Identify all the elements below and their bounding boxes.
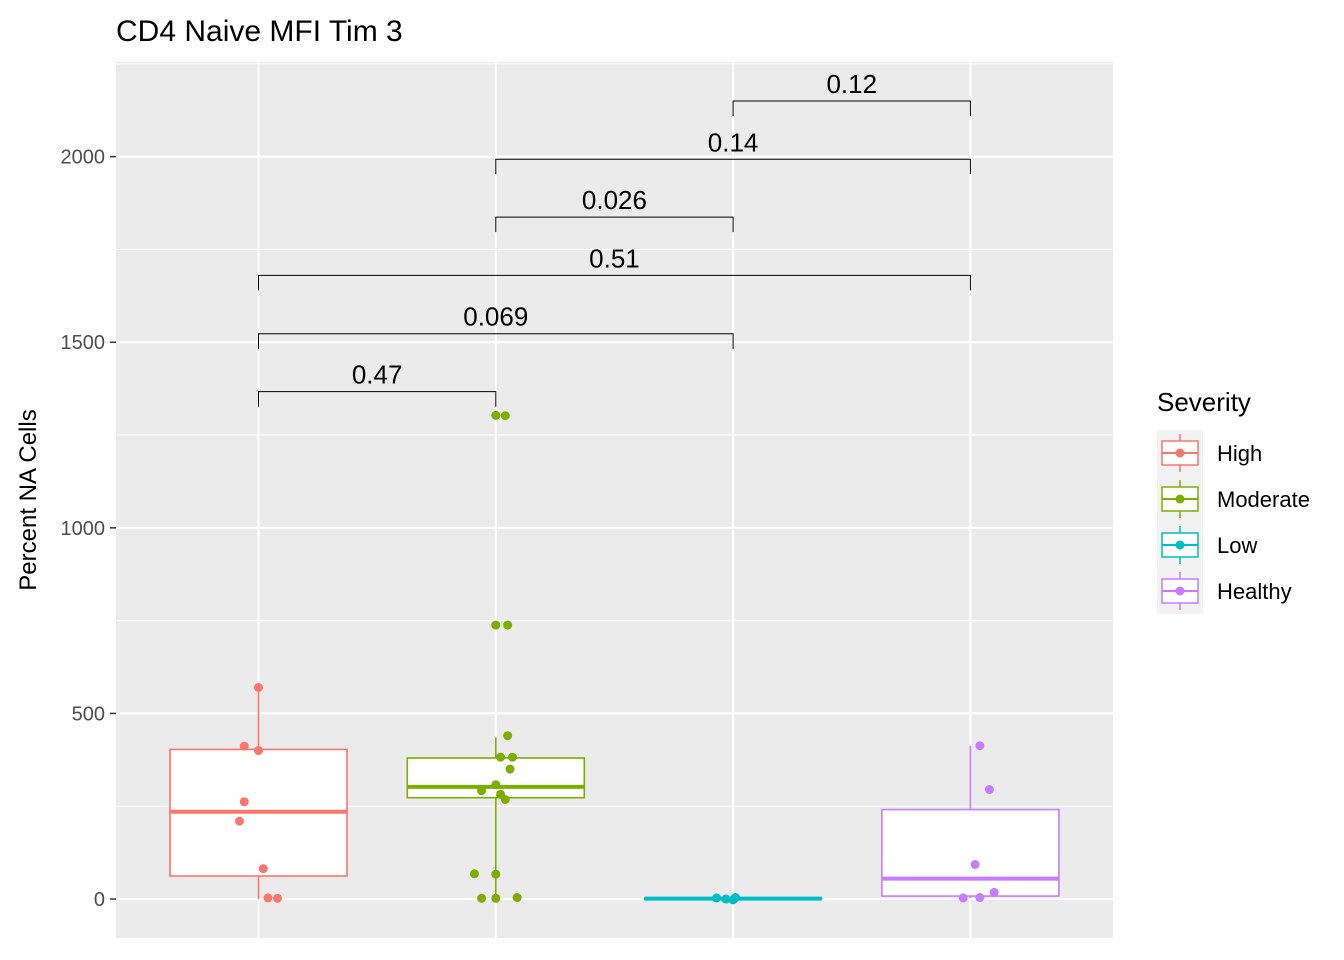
data-point-healthy bbox=[984, 785, 994, 795]
data-point-moderate bbox=[491, 893, 501, 903]
data-points bbox=[235, 410, 999, 905]
legend-key-point bbox=[1175, 540, 1185, 550]
y-tick-label: 1500 bbox=[61, 332, 106, 354]
bracket-line bbox=[495, 216, 734, 233]
data-point-low bbox=[711, 893, 721, 903]
comparison-bracket: 0.51 bbox=[258, 243, 971, 291]
legend-label: Moderate bbox=[1217, 487, 1310, 512]
bracket-line bbox=[258, 333, 734, 349]
chart-title: CD4 Naive MFI Tim 3 bbox=[116, 15, 403, 48]
data-point-moderate bbox=[500, 795, 510, 805]
data-point-healthy bbox=[989, 887, 999, 897]
box bbox=[881, 808, 1060, 897]
y-tick-label: 2000 bbox=[61, 147, 106, 169]
legend-label: Healthy bbox=[1217, 579, 1292, 604]
legend-item-healthy: Healthy bbox=[1157, 568, 1292, 614]
legend-title: Severity bbox=[1157, 387, 1251, 417]
bracket-line bbox=[732, 100, 971, 116]
data-point-moderate bbox=[477, 893, 487, 903]
data-point-low bbox=[721, 894, 731, 904]
data-point-moderate bbox=[500, 411, 510, 421]
legend-label: High bbox=[1217, 441, 1262, 466]
data-point-moderate bbox=[491, 780, 501, 790]
p-value-label: 0.14 bbox=[708, 127, 759, 157]
data-point-high bbox=[239, 797, 249, 807]
legend-item-low: Low bbox=[1157, 522, 1257, 568]
data-point-moderate bbox=[503, 731, 513, 741]
data-point-moderate bbox=[491, 620, 501, 630]
legend-key-point bbox=[1175, 494, 1185, 504]
data-point-healthy bbox=[975, 893, 985, 903]
comparison-bracket: 0.14 bbox=[495, 127, 971, 175]
data-point-high bbox=[254, 682, 263, 692]
comparison-bracket: 0.069 bbox=[258, 302, 734, 349]
data-point-high bbox=[258, 864, 268, 874]
legend-key-point bbox=[1175, 586, 1185, 596]
y-axis-label: Percent NA Cells bbox=[15, 409, 42, 590]
legend-key-point bbox=[1175, 448, 1185, 458]
y-tick-label: 500 bbox=[72, 703, 105, 725]
data-point-moderate bbox=[477, 786, 487, 796]
boxplot-moderate bbox=[406, 737, 586, 900]
data-point-high bbox=[239, 741, 249, 751]
data-point-high bbox=[235, 816, 245, 826]
bracket-line bbox=[258, 391, 497, 407]
bracket-line bbox=[495, 158, 971, 175]
data-point-healthy bbox=[970, 860, 980, 870]
box bbox=[406, 757, 586, 799]
y-axis: 0 500 1000 1500 2000 bbox=[61, 147, 116, 911]
p-value-label: 0.12 bbox=[826, 69, 877, 99]
data-point-moderate bbox=[505, 764, 515, 774]
data-point-moderate bbox=[503, 620, 513, 630]
data-point-moderate bbox=[507, 752, 517, 762]
data-point-moderate bbox=[469, 869, 479, 879]
bracket-line bbox=[258, 274, 971, 291]
legend-item-high: High bbox=[1157, 430, 1262, 476]
data-point-moderate bbox=[491, 410, 501, 420]
p-value-label: 0.51 bbox=[589, 243, 640, 273]
boxplot-healthy bbox=[881, 745, 1060, 898]
comparison-bracket: 0.026 bbox=[495, 185, 734, 233]
y-tick-label: 0 bbox=[94, 889, 105, 911]
legend-item-moderate: Moderate bbox=[1157, 476, 1310, 522]
p-value-label: 0.069 bbox=[463, 302, 528, 332]
comparison-bracket: 0.12 bbox=[732, 69, 971, 116]
p-value-label: 0.026 bbox=[582, 185, 647, 215]
comparison-bracket: 0.47 bbox=[258, 360, 497, 407]
data-point-moderate bbox=[512, 893, 522, 903]
data-point-high bbox=[272, 893, 282, 903]
data-point-healthy bbox=[975, 741, 985, 751]
y-tick-label: 1000 bbox=[61, 518, 106, 540]
p-value-label: 0.47 bbox=[352, 360, 403, 390]
data-point-moderate bbox=[491, 869, 501, 879]
legend-label: Low bbox=[1217, 533, 1257, 558]
data-point-moderate bbox=[496, 752, 506, 762]
legend: Severity High Moderate Low Healthy bbox=[1157, 387, 1310, 614]
data-point-low bbox=[730, 893, 740, 903]
data-point-healthy bbox=[958, 893, 968, 903]
data-point-high bbox=[263, 893, 273, 903]
data-point-high bbox=[254, 746, 263, 756]
comparison-brackets: 0.47 0.069 0.51 0.026 0.14 0.12 bbox=[258, 69, 971, 407]
